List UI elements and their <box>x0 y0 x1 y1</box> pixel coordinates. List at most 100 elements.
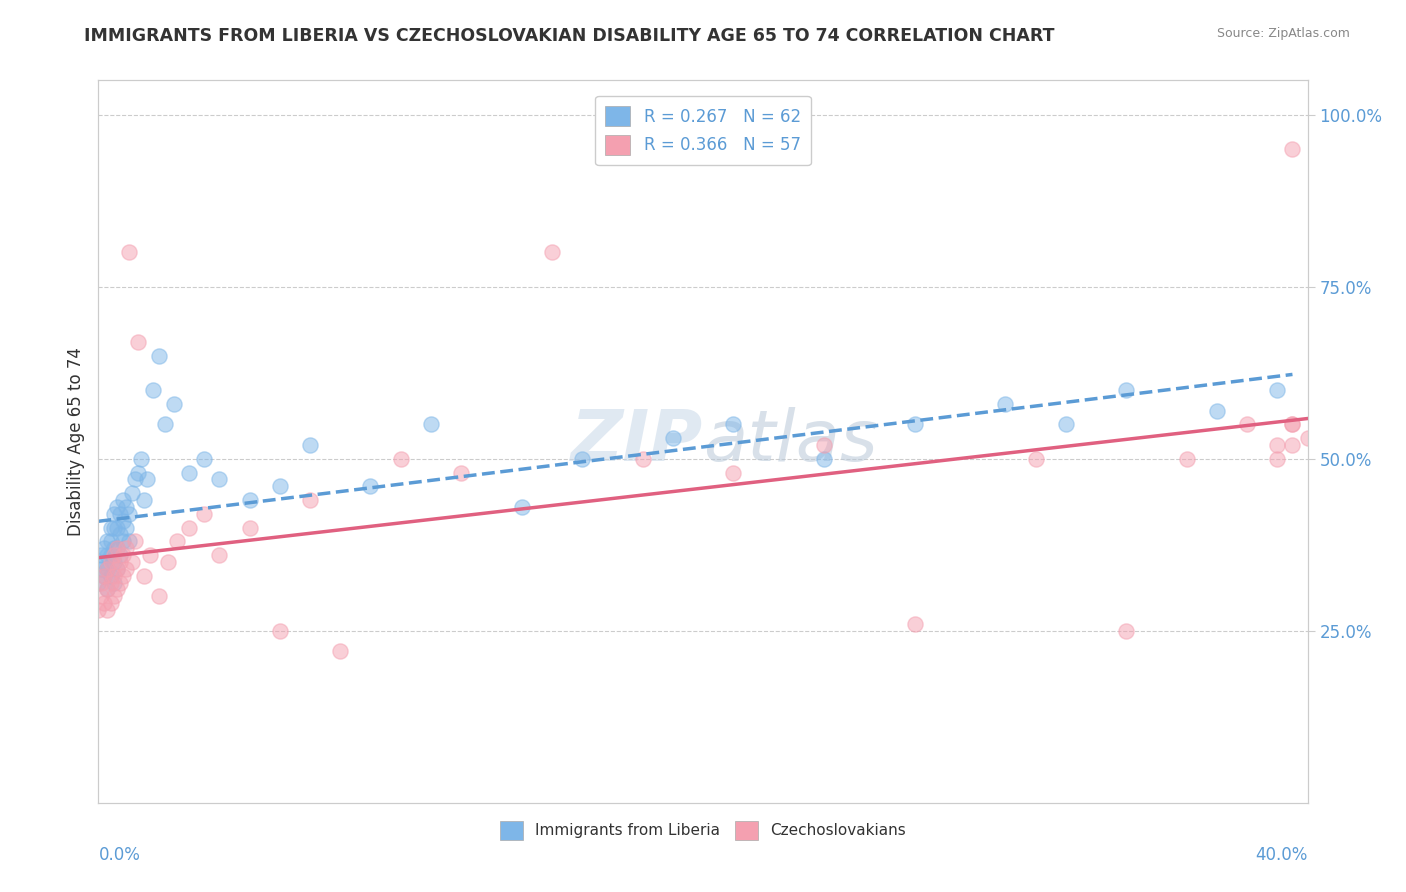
Point <box>156 555 179 569</box>
Point <box>299 493 322 508</box>
Point <box>1267 438 1289 452</box>
Point <box>1281 438 1303 452</box>
Point <box>93 541 115 556</box>
Point <box>96 582 118 597</box>
Point <box>114 541 136 556</box>
Point <box>269 479 291 493</box>
Point <box>239 493 262 508</box>
Point <box>139 548 162 562</box>
Point <box>111 568 134 582</box>
Point <box>121 555 143 569</box>
Point <box>299 438 322 452</box>
Point <box>813 451 835 466</box>
Point <box>118 534 141 549</box>
Point <box>148 590 170 604</box>
Point <box>103 548 125 562</box>
Point <box>114 520 136 534</box>
Point <box>994 397 1017 411</box>
Text: 0.0%: 0.0% <box>98 847 141 864</box>
Point <box>111 534 134 549</box>
Point <box>96 548 118 562</box>
Point <box>114 562 136 576</box>
Point <box>540 245 562 260</box>
Point <box>100 596 122 610</box>
Point <box>105 500 128 514</box>
Point <box>100 534 122 549</box>
Point <box>208 548 231 562</box>
Point <box>127 334 149 349</box>
Point <box>114 500 136 514</box>
Point <box>96 562 118 576</box>
Point <box>1175 451 1198 466</box>
Text: ZIP: ZIP <box>571 407 703 476</box>
Point <box>450 466 472 480</box>
Point <box>1281 417 1303 432</box>
Point <box>105 541 128 556</box>
Point <box>661 431 683 445</box>
Point <box>1054 417 1077 432</box>
Point <box>87 603 110 617</box>
Point <box>1115 624 1137 638</box>
Point <box>420 417 443 432</box>
Point <box>148 349 170 363</box>
Point <box>1115 383 1137 397</box>
Point <box>111 548 134 562</box>
Point <box>103 507 125 521</box>
Point <box>100 575 122 590</box>
Point <box>93 596 115 610</box>
Point <box>329 644 352 658</box>
Point <box>193 507 215 521</box>
Point <box>1281 417 1303 432</box>
Point <box>103 575 125 590</box>
Point <box>179 466 201 480</box>
Point <box>111 493 134 508</box>
Point <box>813 438 835 452</box>
Point <box>124 472 146 486</box>
Point <box>96 582 118 597</box>
Point <box>118 507 141 521</box>
Point <box>163 397 186 411</box>
Text: Source: ZipAtlas.com: Source: ZipAtlas.com <box>1216 27 1350 40</box>
Point <box>118 245 141 260</box>
Point <box>135 472 157 486</box>
Point <box>360 479 382 493</box>
Point <box>90 590 112 604</box>
Point <box>904 417 927 432</box>
Point <box>1267 451 1289 466</box>
Point <box>1296 431 1319 445</box>
Point <box>93 568 115 582</box>
Point <box>723 417 745 432</box>
Point <box>1281 142 1303 156</box>
Point <box>111 514 134 528</box>
Point <box>105 582 128 597</box>
Point <box>1024 451 1046 466</box>
Point <box>90 575 112 590</box>
Point <box>103 541 125 556</box>
Point <box>179 520 201 534</box>
Point <box>127 466 149 480</box>
Point <box>631 451 654 466</box>
Point <box>105 520 128 534</box>
Text: IMMIGRANTS FROM LIBERIA VS CZECHOSLOVAKIAN DISABILITY AGE 65 TO 74 CORRELATION C: IMMIGRANTS FROM LIBERIA VS CZECHOSLOVAKI… <box>84 27 1054 45</box>
Point <box>108 548 131 562</box>
Point <box>1236 417 1258 432</box>
Point <box>108 575 131 590</box>
Point <box>904 616 927 631</box>
Point <box>90 548 112 562</box>
Point <box>193 451 215 466</box>
Point <box>105 562 128 576</box>
Point <box>105 562 128 576</box>
Point <box>87 575 110 590</box>
Point <box>90 562 112 576</box>
Point <box>132 493 155 508</box>
Point <box>1267 383 1289 397</box>
Point <box>103 568 125 582</box>
Point <box>103 590 125 604</box>
Y-axis label: Disability Age 65 to 74: Disability Age 65 to 74 <box>66 347 84 536</box>
Point <box>108 555 131 569</box>
Point <box>103 555 125 569</box>
Point <box>142 383 165 397</box>
Point <box>121 486 143 500</box>
Point <box>124 534 146 549</box>
Point <box>166 534 188 549</box>
